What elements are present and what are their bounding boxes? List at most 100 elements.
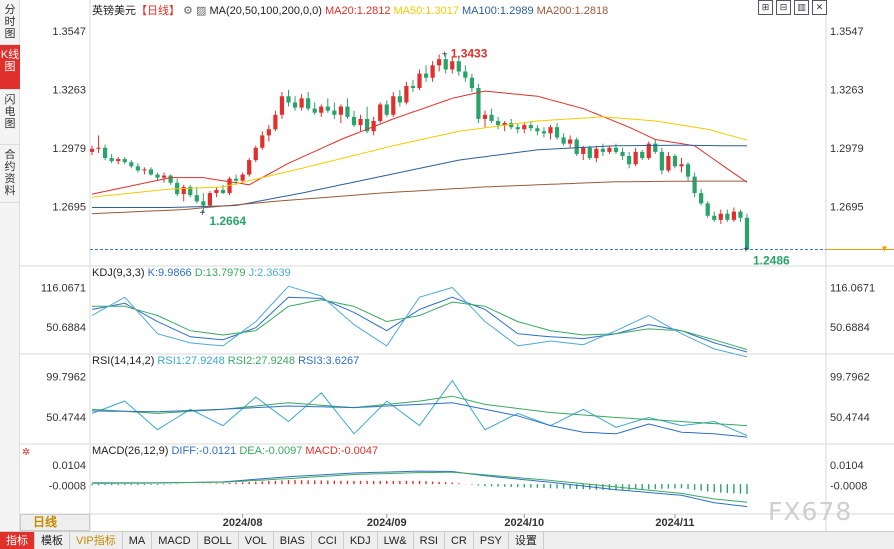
candle-body <box>437 59 442 66</box>
sidebar-tab-0[interactable]: 分时图 <box>0 0 20 45</box>
candle-body <box>699 193 704 204</box>
toolbar-icon-3[interactable]: ✕ <box>812 0 827 15</box>
indicator-tab-7[interactable]: BIAS <box>274 531 312 549</box>
indicator-tab-2[interactable]: VIP指标 <box>70 531 123 549</box>
candle-body <box>509 123 514 128</box>
indicator-tab-4[interactable]: MACD <box>152 531 198 549</box>
ma-line-ma20 <box>91 90 748 195</box>
candle-body <box>568 139 573 144</box>
indicator-tab-3[interactable]: MA <box>123 531 153 549</box>
candle-body <box>594 148 599 159</box>
candle-body <box>168 175 173 183</box>
candle-body <box>214 190 219 194</box>
indicator-tab-13[interactable]: PSY <box>474 531 509 549</box>
indicator-title-1: KDJ(9,3,3) <box>92 267 148 279</box>
candle-body <box>718 213 723 220</box>
indicator-tab-6[interactable]: VOL <box>239 531 274 549</box>
candle-body <box>450 61 455 70</box>
toolbar-icon-0[interactable]: ⊞ <box>758 0 773 15</box>
ma-line-ma100 <box>92 144 748 208</box>
indicator-value-rsi2: RSI2:27.9248 <box>228 355 298 367</box>
symbol-label: 英镑美元 <box>92 3 136 17</box>
candle-body <box>731 211 737 220</box>
candle-body <box>482 114 488 119</box>
toolbar-icon-2[interactable]: ▥ <box>794 0 809 15</box>
indicator-title-2: RSI(14,14,2) <box>92 355 157 367</box>
indicator-tab-10[interactable]: LW& <box>378 531 414 549</box>
candle-body <box>502 123 507 126</box>
indicator-value-d: D:13.7979 <box>195 267 249 279</box>
indicator-legend-3: MACD(26,12,9) DIFF:-0.0121 DEA:-0.0097 M… <box>92 445 378 457</box>
candle-body <box>364 118 370 132</box>
candle-body <box>495 120 501 126</box>
candle-body <box>233 178 239 181</box>
indicator-line-j <box>91 285 748 358</box>
toolbar-icon-1[interactable]: ⊟ <box>776 0 791 15</box>
ma-legend-ma50: MA50:1.3017 <box>394 5 463 17</box>
last-label: 1.2486 <box>753 254 790 268</box>
candle-body <box>338 106 344 115</box>
candle-body <box>332 110 337 115</box>
indicator-tab-14[interactable]: 设置 <box>509 531 544 549</box>
macd-settings-icon: ✲ <box>22 447 30 458</box>
candle-body <box>692 176 697 194</box>
low-label: 1.2664 <box>209 214 246 228</box>
candle-body <box>299 98 304 108</box>
indicator-tab-9[interactable]: KDJ <box>344 531 378 549</box>
ma-legend-ma20: MA20:1.2812 <box>325 5 394 17</box>
indicator-line-dea <box>92 471 748 503</box>
indicator-legend-1: KDJ(9,3,3) K:9.9866 D:13.7979 J:2.3639 <box>92 267 291 279</box>
ind3-tick-left-1: -0.0008 <box>49 481 86 493</box>
candle-body <box>279 96 285 115</box>
ind3-tick-right-0: 0.0104 <box>830 460 864 472</box>
indicator-tab-5[interactable]: BOLL <box>198 531 239 549</box>
ind2-tick-left-0: 99.7962 <box>46 372 86 384</box>
indicator-tab-0[interactable]: 指标 <box>0 531 35 549</box>
candle-body <box>561 137 566 144</box>
candle-body <box>306 98 311 109</box>
candle-body <box>292 102 298 108</box>
candle-body <box>548 127 553 134</box>
candle-body <box>626 156 632 165</box>
candle-body <box>404 85 409 103</box>
indicator-tab-12[interactable]: CR <box>445 531 474 549</box>
indicator-line-rsi1 <box>91 379 748 436</box>
candle-body <box>312 108 317 113</box>
candle-body <box>666 156 671 171</box>
indicator-tab-8[interactable]: CCI <box>312 531 344 549</box>
candle-body <box>247 160 252 175</box>
ma-legend-ma100: MA100:1.2989 <box>462 5 537 17</box>
date-tick-1: 2024/09 <box>367 517 407 529</box>
ma-params-label: MA(20,50,100,200,0,0) <box>209 5 325 17</box>
ind2-tick-right-0: 99.7962 <box>830 372 870 384</box>
candle-body <box>155 174 160 178</box>
indicator-line-d <box>92 299 748 351</box>
candle-body <box>679 164 684 167</box>
candle-body <box>744 217 750 250</box>
candle-body <box>528 125 533 129</box>
candle-body <box>463 71 468 78</box>
sidebar-tab-3[interactable]: 合约资料 <box>0 145 20 203</box>
candle-body <box>397 96 402 103</box>
candle-body <box>220 190 226 194</box>
candle-body <box>476 88 481 119</box>
candle-body <box>725 213 730 220</box>
period-selector[interactable]: 日线 <box>20 514 90 531</box>
ma-line-ma200 <box>91 180 747 215</box>
candle-body <box>378 104 383 121</box>
candle-body <box>161 175 167 178</box>
candle-body <box>391 96 396 115</box>
last-marker: + <box>743 245 749 256</box>
price-tick-left-1: 1.3263 <box>52 84 86 96</box>
sidebar-tab-1[interactable]: K线图 <box>0 45 20 90</box>
candle-body <box>96 147 101 149</box>
candle-body <box>358 118 363 126</box>
candle-body <box>600 148 606 152</box>
candle-body <box>194 195 199 202</box>
candle-body <box>489 114 494 121</box>
sidebar-tab-2[interactable]: 闪电图 <box>0 90 20 145</box>
indicator-tab-1[interactable]: 模板 <box>35 531 70 549</box>
candle-body <box>102 147 108 159</box>
candle-body <box>685 164 691 177</box>
indicator-tab-11[interactable]: RSI <box>414 531 445 549</box>
